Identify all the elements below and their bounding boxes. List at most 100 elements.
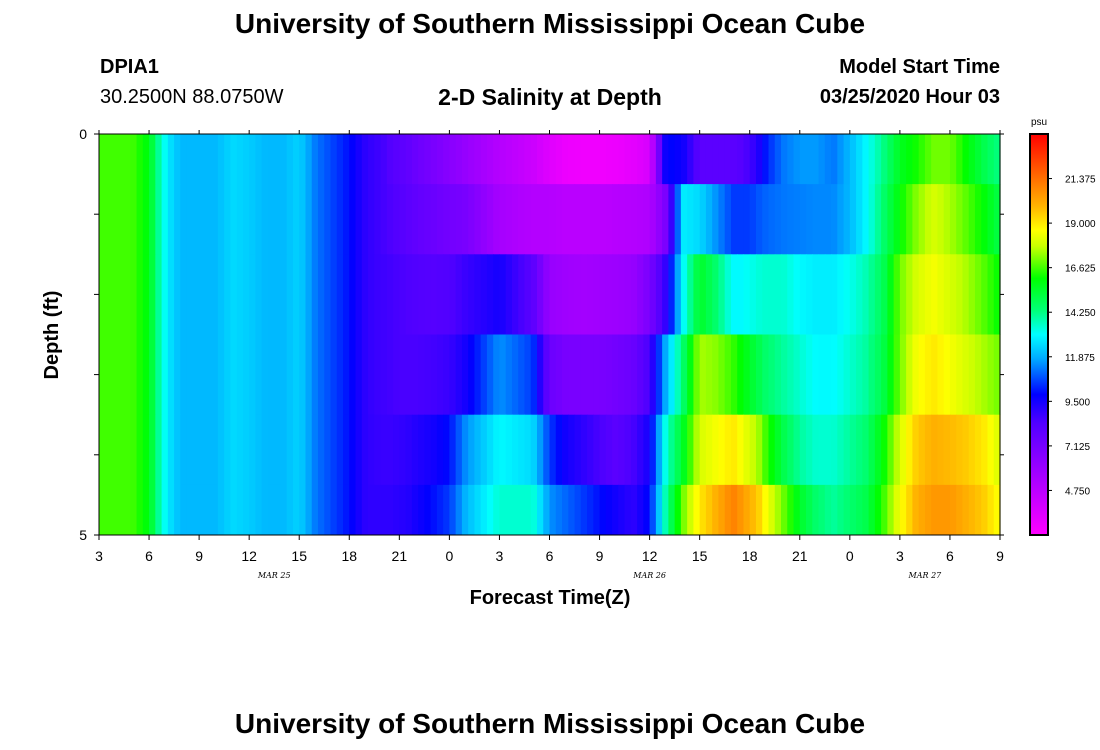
- heatmap-cell: [111, 334, 119, 416]
- heatmap-cell: [899, 254, 907, 335]
- heatmap-cell: [624, 414, 632, 486]
- heatmap-cell: [849, 134, 857, 185]
- heatmap-cell: [774, 134, 782, 185]
- heatmap-cell: [812, 334, 820, 416]
- heatmap-cell: [768, 334, 776, 416]
- heatmap-cell: [893, 414, 901, 486]
- heatmap-cell: [486, 184, 494, 255]
- heatmap-cell: [267, 414, 275, 486]
- heatmap-cell: [893, 484, 901, 536]
- heatmap-cell: [280, 334, 288, 416]
- heatmap-cell: [781, 484, 788, 536]
- heatmap-cell: [280, 134, 288, 185]
- heatmap-cell: [787, 334, 795, 416]
- heatmap-cell: [224, 484, 231, 536]
- heatmap-cell: [311, 414, 319, 486]
- heatmap-cell: [793, 254, 801, 335]
- heatmap-cell: [974, 334, 982, 416]
- heatmap-cell: [161, 334, 169, 416]
- heatmap-cell: [436, 334, 444, 416]
- heatmap-cell: [555, 334, 563, 416]
- heatmap-cell: [574, 334, 582, 416]
- heatmap-cell: [624, 254, 632, 335]
- heatmap-cell: [856, 134, 863, 185]
- heatmap-cell: [593, 334, 601, 416]
- heatmap-cell: [724, 254, 732, 335]
- heatmap-cell: [687, 254, 695, 335]
- heatmap-cell: [361, 254, 369, 335]
- heatmap-cell: [724, 414, 732, 486]
- heatmap-cell: [424, 254, 432, 335]
- heatmap-cell: [831, 254, 838, 335]
- heatmap-cell: [468, 184, 476, 255]
- heatmap-cell: [612, 134, 619, 185]
- heatmap-cell: [543, 134, 551, 185]
- heatmap-cell: [199, 414, 206, 486]
- heatmap-cell: [624, 134, 632, 185]
- heatmap-cell: [136, 184, 144, 255]
- heatmap-cell: [962, 484, 970, 536]
- heatmap-cell: [874, 484, 882, 536]
- heatmap-cell: [612, 484, 619, 536]
- heatmap-cell: [511, 134, 519, 185]
- heatmap-cell: [818, 184, 826, 255]
- heatmap-cell: [643, 184, 651, 255]
- heatmap-cell: [380, 334, 388, 416]
- heatmap-cell: [136, 484, 144, 536]
- heatmap-cell: [806, 484, 813, 536]
- heatmap-cell: [249, 134, 257, 185]
- heatmap-cell: [368, 484, 375, 536]
- heatmap-cell: [480, 484, 488, 536]
- heatmap-cell: [837, 254, 845, 335]
- heatmap-cell: [568, 334, 576, 416]
- heatmap-cell: [674, 334, 682, 416]
- heatmap-cell: [580, 254, 588, 335]
- heatmap-cell: [99, 134, 106, 185]
- heatmap-cell: [299, 484, 307, 536]
- heatmap-cell: [730, 484, 738, 536]
- heatmap-cell: [743, 334, 751, 416]
- heatmap-cell: [130, 414, 138, 486]
- heatmap-cell: [230, 484, 238, 536]
- heatmap-cell: [155, 334, 163, 416]
- heatmap-cell: [124, 254, 131, 335]
- heatmap-cell: [430, 184, 438, 255]
- heatmap-cell: [768, 484, 776, 536]
- heatmap-cell: [806, 184, 813, 255]
- heatmap-cell: [818, 254, 826, 335]
- heatmap-cell: [311, 484, 319, 536]
- heatmap-cell: [593, 184, 601, 255]
- heatmap-cell: [393, 134, 400, 185]
- heatmap-cell: [637, 334, 644, 416]
- heatmap-cell: [743, 184, 751, 255]
- heatmap-cell: [149, 484, 156, 536]
- heatmap-cell: [612, 334, 619, 416]
- heatmap-cell: [612, 414, 619, 486]
- heatmap-cell: [105, 134, 113, 185]
- heatmap-cell: [430, 134, 438, 185]
- heatmap-cell: [974, 414, 982, 486]
- heatmap-cell: [649, 334, 657, 416]
- heatmap-cell: [549, 134, 557, 185]
- heatmap-cell: [662, 334, 669, 416]
- heatmap-cell: [831, 334, 838, 416]
- heatmap-cell: [343, 334, 350, 416]
- heatmap-cell: [587, 484, 594, 536]
- heatmap-cell: [555, 184, 563, 255]
- heatmap-cell: [812, 414, 820, 486]
- heatmap-cell: [305, 484, 313, 536]
- heatmap-cell: [399, 134, 407, 185]
- heatmap-cell: [899, 334, 907, 416]
- heatmap-cell: [755, 484, 763, 536]
- heatmap-cell: [111, 484, 119, 536]
- heatmap-cell: [587, 254, 594, 335]
- heatmap-cell: [217, 484, 225, 536]
- x-tick-label: 3: [896, 548, 904, 564]
- heatmap-cell: [399, 334, 407, 416]
- heatmap-cell: [343, 254, 350, 335]
- heatmap-cell: [587, 184, 594, 255]
- heatmap-cell: [299, 134, 307, 185]
- heatmap-cell: [768, 184, 776, 255]
- heatmap-cell: [493, 414, 501, 486]
- heatmap-cell: [762, 134, 770, 185]
